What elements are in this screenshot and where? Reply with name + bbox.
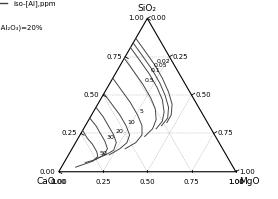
Text: 1.00: 1.00	[228, 179, 244, 185]
Text: 1.00: 1.00	[51, 179, 67, 185]
Text: 10: 10	[128, 120, 136, 125]
Text: 30: 30	[106, 135, 115, 140]
Text: 0.5: 0.5	[145, 78, 154, 83]
Text: 0.50: 0.50	[140, 179, 155, 185]
Text: 0.00: 0.00	[151, 15, 167, 21]
Text: 0.75: 0.75	[184, 179, 199, 185]
Text: 0.02: 0.02	[156, 59, 170, 63]
Text: MgO: MgO	[239, 177, 260, 186]
Text: 20: 20	[115, 129, 123, 134]
Text: 0.25: 0.25	[173, 54, 188, 60]
Text: 1.00: 1.00	[228, 179, 244, 185]
Text: 0.50: 0.50	[195, 92, 211, 98]
Text: 50: 50	[100, 150, 107, 156]
Text: 1.00: 1.00	[128, 15, 144, 21]
Legend: iso-[Al],ppm: iso-[Al],ppm	[0, 0, 56, 7]
Text: ω(Al₂O₃)=20%: ω(Al₂O₃)=20%	[0, 24, 43, 31]
Text: 0.00: 0.00	[39, 169, 55, 175]
Text: 0.75: 0.75	[106, 54, 122, 60]
Text: 0.05: 0.05	[153, 63, 167, 68]
Text: 0.75: 0.75	[217, 130, 233, 136]
Text: 0.50: 0.50	[84, 92, 100, 98]
Text: 0.25: 0.25	[95, 179, 111, 185]
Text: 0.1: 0.1	[151, 68, 161, 73]
Text: 5: 5	[139, 109, 143, 114]
Text: 1.00: 1.00	[239, 169, 255, 175]
Text: 0.25: 0.25	[62, 130, 77, 136]
Text: 0.00: 0.00	[51, 179, 67, 185]
Text: CaO: CaO	[36, 177, 55, 186]
Text: SiO₂: SiO₂	[138, 4, 157, 13]
